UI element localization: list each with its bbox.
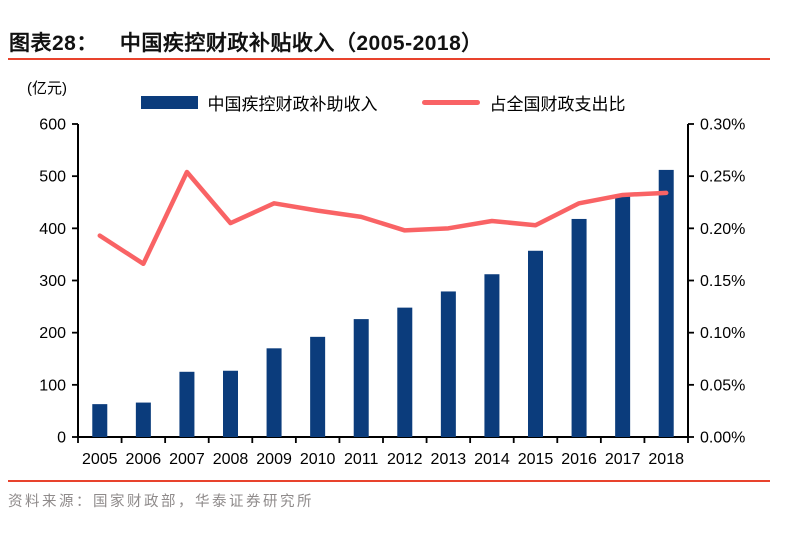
left-axis-tick-label: 600: [39, 117, 66, 134]
x-axis-year-label: 2015: [518, 451, 554, 468]
bar-2007: [179, 371, 195, 437]
left-axis-tick-label: 400: [39, 221, 66, 238]
right-axis-tick-label: 0.25%: [700, 169, 745, 186]
bar-2018: [658, 169, 674, 437]
x-axis-year-label: 2008: [213, 451, 249, 468]
right-axis-tick-label: 0.00%: [700, 430, 745, 447]
x-axis-year-label: 2014: [474, 451, 510, 468]
left-axis-tick-label: 200: [39, 325, 66, 342]
bottom-rule: [8, 480, 770, 482]
x-axis-year-label: 2005: [82, 451, 118, 468]
x-axis-year-label: 2010: [300, 451, 336, 468]
line-series-legend-label: 占全国财政支出比: [489, 95, 626, 114]
bar-2006: [135, 402, 151, 437]
bar-2010: [310, 336, 326, 437]
left-axis-tick-label: 500: [39, 169, 66, 186]
x-axis-year-label: 2007: [169, 451, 205, 468]
bar-2014: [484, 274, 500, 437]
bar-2011: [353, 319, 369, 437]
figure-title: 图表28： 中国疾控财政补贴收入（2005-2018）: [9, 27, 483, 57]
right-axis-tick-label: 0.30%: [700, 117, 745, 134]
bar-2009: [266, 348, 282, 437]
right-axis-tick-label: 0.15%: [700, 273, 745, 290]
bar-2013: [440, 291, 456, 437]
right-axis-tick-label: 0.20%: [700, 221, 745, 238]
chart-legend: 中国疾控财政补助收入 占全国财政支出比: [78, 90, 688, 115]
left-axis-tick-label: 100: [39, 377, 66, 394]
bar-2017: [615, 194, 631, 437]
legend-item-line-series: 占全国财政支出比: [421, 90, 626, 115]
title-underline: [8, 58, 770, 60]
bar-series-swatch-icon: [140, 96, 198, 109]
x-axis-year-label: 2016: [561, 451, 597, 468]
x-axis-year-label: 2009: [256, 451, 292, 468]
x-axis-year-label: 2012: [387, 451, 423, 468]
legend-item-bar-series: 中国疾控财政补助收入: [140, 90, 378, 115]
line-series-swatch-icon: [421, 100, 480, 105]
bar-2016: [571, 218, 587, 437]
left-axis-tick-label: 0: [57, 430, 66, 447]
x-axis-year-label: 2017: [605, 451, 641, 468]
left-axis-unit-label: (亿元): [27, 80, 67, 97]
right-axis-tick-label: 0.10%: [700, 325, 745, 342]
source-note: 资料来源：国家财政部，华泰证券研究所: [8, 494, 314, 510]
right-axis-tick-label: 0.05%: [700, 377, 745, 394]
line-series-path: [97, 169, 669, 267]
bar-series-legend-label: 中国疾控财政补助收入: [207, 95, 378, 114]
bar-2005: [92, 404, 108, 437]
figure-title-text: 中国疾控财政补贴收入（2005-2018）: [119, 32, 483, 55]
figure-number-label: 图表28：: [9, 32, 98, 55]
x-axis-year-label: 2018: [648, 451, 684, 468]
x-axis-year-label: 2013: [431, 451, 467, 468]
bar-2015: [528, 250, 543, 437]
bar-2008: [223, 370, 238, 437]
x-axis-year-label: 2006: [126, 451, 162, 468]
bar-2012: [397, 307, 413, 437]
left-axis-tick-label: 300: [39, 273, 66, 290]
x-axis-year-label: 2011: [344, 451, 379, 468]
